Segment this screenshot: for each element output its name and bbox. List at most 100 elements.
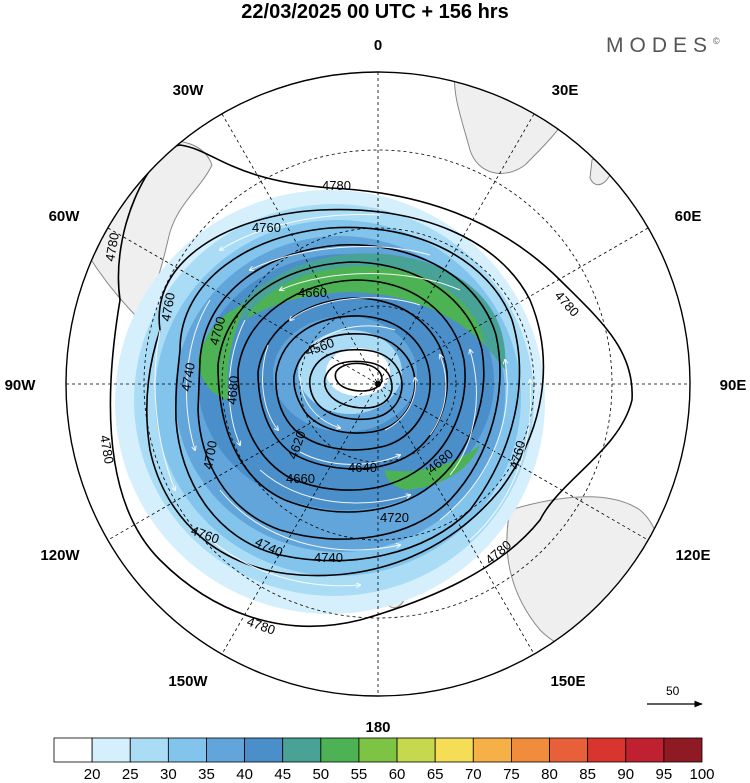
lon-label-90e: 90E: [720, 377, 747, 394]
colorbar-tick-label: 45: [274, 766, 292, 783]
colorbar-swatch: [549, 737, 589, 763]
contour-label: 4640: [348, 460, 377, 475]
contour-label: 4780: [102, 231, 122, 262]
lon-label-90w: 90W: [5, 377, 37, 394]
lon-label-60w: 60W: [49, 208, 81, 225]
streamline: [259, 469, 410, 504]
colorbar-swatch: [320, 737, 360, 763]
colorbar-tick-label: 40: [236, 766, 253, 783]
contour-label: 4780: [552, 288, 582, 320]
contour-4700: [217, 261, 485, 513]
colorbar-tick-label: 75: [503, 766, 520, 783]
colorbar-tick-label: 60: [388, 766, 406, 783]
wind-reference-label: 50: [666, 684, 680, 698]
contour-label: 4760: [252, 220, 281, 235]
streamline: [262, 344, 278, 430]
lon-label-30w: 30W: [173, 82, 205, 99]
contour-label: 4780: [97, 434, 117, 465]
colorbar-swatch: [396, 737, 436, 763]
contour-4620: [293, 333, 416, 434]
streamline: [220, 214, 381, 250]
longitude-labels: 0 30W 30E 60W 60E 90W 90E 120W 120E 150W…: [5, 37, 747, 736]
land-australia: [506, 496, 665, 657]
streamline: [280, 273, 461, 291]
streamline: [449, 350, 477, 476]
colorbar-swatch: [282, 737, 322, 763]
contour-4560: [334, 362, 383, 392]
streamline: [228, 319, 246, 445]
contour-label: 4760: [158, 291, 178, 322]
contour-label: 4660: [286, 471, 315, 486]
lon-label-120w: 120W: [40, 547, 80, 564]
streamline: [439, 360, 507, 521]
streamline: [250, 246, 431, 270]
colorbar-swatch: [587, 737, 627, 763]
colorbar-tick-label: 100: [689, 766, 715, 783]
streamline: [186, 299, 211, 450]
colorbar-tick-label: 80: [541, 766, 558, 783]
contour-label: 4720: [380, 510, 409, 525]
colorbar-tick-label: 85: [579, 766, 596, 783]
map-title: 22/03/2025 00 UTC + 156 hrs: [241, 1, 509, 23]
lon-label-150e: 150E: [550, 673, 585, 690]
colorbar-swatch: [358, 737, 398, 763]
colorbar-swatch: [91, 737, 131, 763]
contour-4760: [145, 208, 545, 577]
map-field: 4780 4760 4780 4760 4660 4780 4740 4700 …: [66, 72, 690, 696]
streamline: [199, 529, 360, 586]
contour-4720: [197, 244, 501, 540]
modes-logo: MODES©: [606, 34, 720, 58]
brand-name: MODES: [606, 34, 714, 57]
colorbar-swatch: [625, 737, 665, 763]
wind-speed-shading: [115, 190, 545, 614]
pole-marker: [375, 381, 381, 387]
map-boundary: [65, 71, 691, 697]
brand-mark: ©: [713, 36, 720, 46]
contour-label: 4700: [200, 439, 220, 470]
contour-label: 4680: [224, 375, 241, 405]
contour-4680: [237, 279, 466, 491]
streamline: [299, 374, 340, 428]
contour-4580: [323, 360, 393, 409]
colorbar: [53, 737, 703, 763]
contour-4640: [275, 315, 431, 451]
lon-label-120e: 120E: [675, 547, 710, 564]
colorbar-tick-label: 20: [83, 766, 101, 783]
colorbar-swatch: [663, 737, 703, 763]
contour-4600: [308, 348, 403, 421]
colorbar-tick-label: 25: [121, 766, 139, 783]
colorbar-swatch: [206, 737, 245, 763]
contour-label: 4660: [298, 285, 327, 300]
colorbar-swatch: [244, 737, 284, 763]
colorbar-swatch: [53, 737, 93, 763]
streamline: [384, 378, 415, 431]
colorbar-swatch: [167, 737, 207, 763]
colorbar-tick-label: 90: [617, 766, 635, 783]
lon-label-0: 0: [374, 37, 382, 54]
contour-label: 4740: [314, 550, 343, 565]
streamline: [315, 325, 396, 345]
colorbar-tick-label: 95: [655, 766, 673, 783]
streamline: [429, 355, 447, 436]
colorbar-tick-label: 50: [312, 766, 330, 783]
contour-label: 4700: [206, 315, 228, 347]
streamline: [290, 297, 421, 320]
streamline: [154, 329, 175, 490]
graticule: [66, 72, 690, 696]
land-madagascar: [589, 154, 614, 186]
height-contours: [109, 144, 633, 627]
colorbar-swatch: [434, 737, 474, 763]
lon-label-180: 180: [365, 719, 390, 736]
colorbar-tick-label: 70: [464, 766, 482, 783]
lon-label-30e: 30E: [552, 82, 579, 99]
lon-label-60e: 60E: [675, 208, 702, 225]
streamline: [469, 380, 531, 541]
contour-4780: [109, 144, 633, 627]
wind-streamlines: [154, 214, 531, 586]
contour-4740: [175, 226, 521, 562]
colorbar-tick-label: 55: [350, 766, 368, 783]
contour-label: 4780: [322, 178, 351, 193]
colorbar-tick-label: 30: [160, 766, 177, 783]
streamline: [219, 489, 400, 551]
